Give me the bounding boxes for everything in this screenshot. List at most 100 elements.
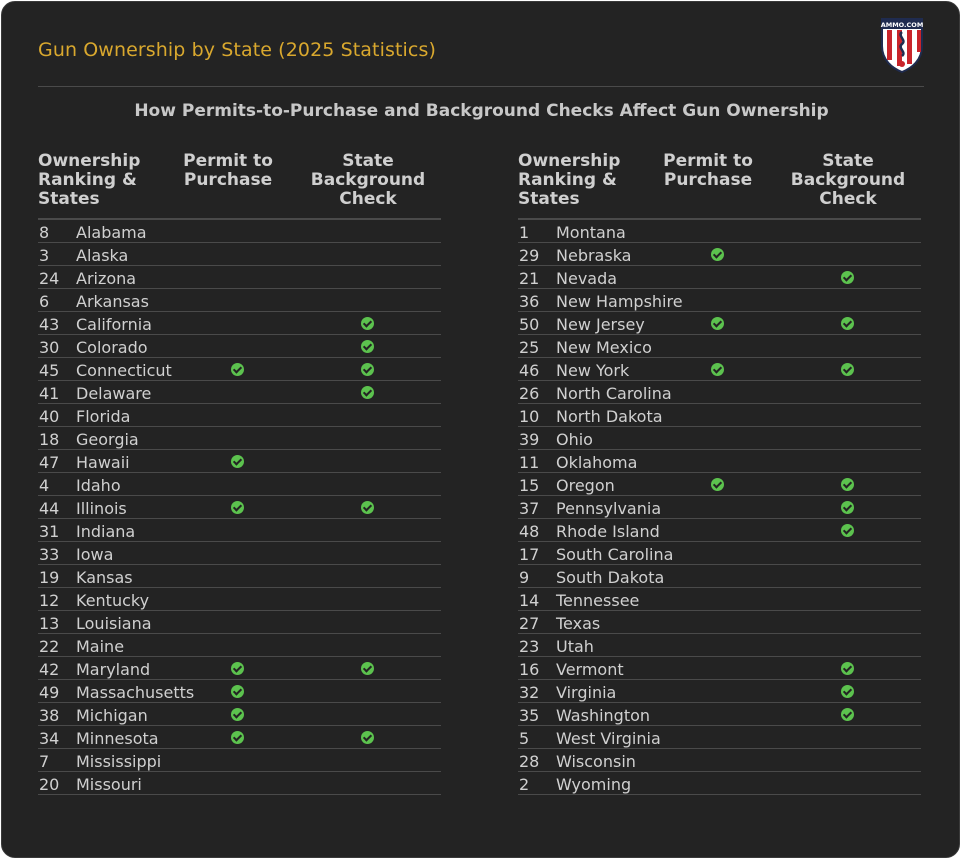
column-header-rank-state: Ownership Ranking & States (38, 151, 141, 209)
table-row: 43 California (38, 312, 441, 335)
chart-subtitle: How Permits-to-Purchase and Background C… (134, 101, 829, 121)
permit-check-icon (231, 731, 244, 744)
state-cell: Arkansas (76, 292, 149, 311)
state-cell: Wyoming (556, 775, 632, 794)
table-row: 21 Nevada (518, 266, 921, 289)
background-check-icon (841, 363, 854, 376)
state-cell: Idaho (76, 476, 121, 495)
background-check-icon (841, 501, 854, 514)
rank-cell: 20 (39, 775, 60, 794)
rank-cell: 24 (39, 269, 60, 288)
table-row: 7 Mississippi (38, 749, 441, 772)
table-row: 10 North Dakota (518, 404, 921, 427)
background-check-icon (841, 478, 854, 491)
table-row: 30 Colorado (38, 335, 441, 358)
rank-cell: 32 (519, 683, 540, 702)
svg-text:AMMO.COM: AMMO.COM (881, 21, 924, 29)
table-row: 28 Wisconsin (518, 749, 921, 772)
rank-cell: 39 (519, 430, 540, 449)
table-row: 20 Missouri (38, 772, 441, 795)
state-cell: Kentucky (76, 591, 150, 610)
permit-check-icon (711, 363, 724, 376)
table-row: 31 Indiana (38, 519, 441, 542)
rank-cell: 26 (519, 384, 540, 403)
state-cell: Arizona (76, 269, 137, 288)
state-cell: New York (556, 361, 630, 380)
state-cell: Delaware (76, 384, 152, 403)
table-body: 8 Alabama 3 Alaska 24 Arizona 6 Arkansas 43 Calif… (38, 220, 441, 795)
table-row: 48 Rhode Island (518, 519, 921, 542)
table-row: 16 Vermont (518, 657, 921, 680)
table-row: 26 North Carolina (518, 381, 921, 404)
table-row: 29 Nebraska (518, 243, 921, 266)
state-cell: Indiana (76, 522, 136, 541)
table-row: 35 Washington (518, 703, 921, 726)
table-row: 44 Illinois (38, 496, 441, 519)
rank-cell: 34 (39, 729, 60, 748)
state-cell: Georgia (76, 430, 139, 449)
background-check-icon (841, 708, 854, 721)
table-row: 11 Oklahoma (518, 450, 921, 473)
table-row: 39 Ohio (518, 427, 921, 450)
rank-cell: 22 (39, 637, 60, 656)
background-check-icon (841, 317, 854, 330)
table-row: 25 New Mexico (518, 335, 921, 358)
state-cell: Nevada (556, 269, 618, 288)
state-cell: Wisconsin (556, 752, 636, 771)
rank-cell: 33 (39, 545, 60, 564)
rank-cell: 44 (39, 499, 60, 518)
background-check-icon (841, 662, 854, 675)
rank-cell: 31 (39, 522, 60, 541)
table-row: 24 Arizona (38, 266, 441, 289)
rank-cell: 6 (39, 292, 50, 311)
permit-check-icon (711, 317, 724, 330)
state-cell: Mississippi (76, 752, 162, 771)
rank-cell: 8 (39, 223, 50, 242)
state-cell: Texas (556, 614, 601, 633)
rank-cell: 18 (39, 430, 60, 449)
state-cell: Maine (76, 637, 125, 656)
table-right: Ownership Ranking & States Permit to Pur… (518, 152, 921, 795)
table-row: 38 Michigan (38, 703, 441, 726)
state-cell: Hawaii (76, 453, 130, 472)
state-cell: Colorado (76, 338, 148, 357)
rank-cell: 5 (519, 729, 530, 748)
permit-check-icon (231, 363, 244, 376)
rank-cell: 3 (39, 246, 50, 265)
table-row: 5 West Virginia (518, 726, 921, 749)
state-cell: Oklahoma (556, 453, 638, 472)
table-row: 18 Georgia (38, 427, 441, 450)
table-row: 12 Kentucky (38, 588, 441, 611)
column-header-rank-state: Ownership Ranking & States (518, 151, 621, 209)
background-check-icon (361, 731, 374, 744)
table-row: 22 Maine (38, 634, 441, 657)
rank-cell: 14 (519, 591, 540, 610)
table-row: 6 Arkansas (38, 289, 441, 312)
table-row: 2 Wyoming (518, 772, 921, 795)
column-header-permit: Permit to Purchase (183, 151, 273, 190)
rank-cell: 25 (519, 338, 540, 357)
rank-cell: 7 (39, 752, 50, 771)
state-cell: Oregon (556, 476, 615, 495)
state-cell: Tennessee (556, 591, 640, 610)
table-row: 1 Montana (518, 220, 921, 243)
state-cell: Louisiana (76, 614, 152, 633)
rank-cell: 23 (519, 637, 540, 656)
permit-check-icon (231, 685, 244, 698)
state-cell: New Jersey (556, 315, 645, 334)
rank-cell: 45 (39, 361, 60, 380)
state-cell: Alaska (76, 246, 129, 265)
table-row: 34 Minnesota (38, 726, 441, 749)
permit-check-icon (231, 662, 244, 675)
rank-cell: 30 (39, 338, 60, 357)
state-cell: Nebraska (556, 246, 632, 265)
background-check-icon (361, 363, 374, 376)
background-check-icon (361, 501, 374, 514)
state-cell: North Carolina (556, 384, 672, 403)
state-cell: Illinois (76, 499, 127, 518)
state-cell: Michigan (76, 706, 148, 725)
background-check-icon (361, 317, 374, 330)
table-row: 13 Louisiana (38, 611, 441, 634)
state-cell: Maryland (76, 660, 151, 679)
table-row: 47 Hawaii (38, 450, 441, 473)
